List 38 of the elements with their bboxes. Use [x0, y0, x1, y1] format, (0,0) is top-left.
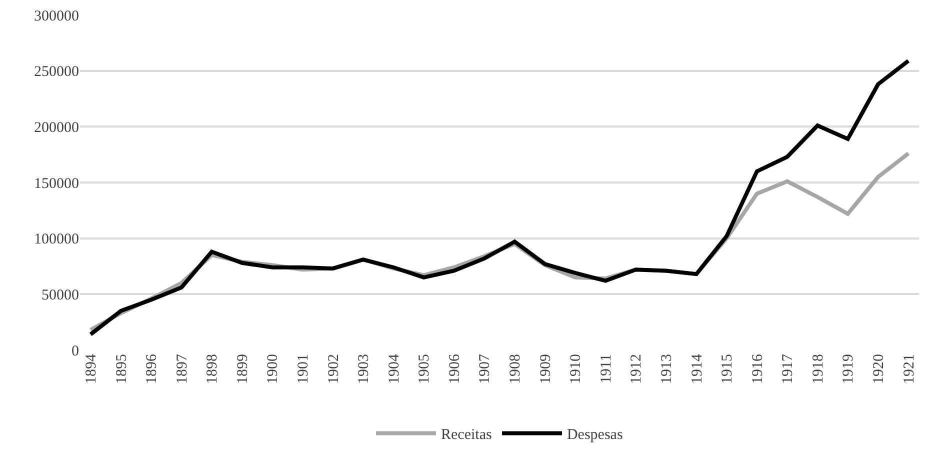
x-tick-label: 1908: [508, 354, 524, 384]
x-tick-label: 1914: [689, 354, 706, 384]
x-tick-label: 1911: [598, 354, 614, 384]
x-tick-label: 1915: [720, 354, 736, 384]
x-tick-label: 1895: [114, 354, 130, 384]
x-tick-label: 1913: [658, 354, 675, 384]
line-series: [88, 58, 910, 336]
legend-label: Despesas: [566, 427, 623, 444]
x-tick-label: 1901: [295, 354, 312, 384]
y-tick-label: 300000: [34, 8, 79, 24]
x-tick-label: 1921: [901, 354, 918, 384]
x-tick-label: 1906: [446, 354, 463, 384]
x-tick-label: 1900: [265, 354, 282, 384]
x-tick-label: 1907: [477, 354, 494, 384]
x-tick-label: 1902: [326, 354, 342, 384]
x-tick-label: 1898: [204, 354, 221, 384]
y-tick-label: 250000: [34, 64, 79, 80]
x-tick-label: 1912: [628, 354, 645, 384]
x-tick-label: 1918: [810, 354, 826, 384]
x-tick-label: 1905: [416, 354, 433, 384]
y-tick-label: 0: [72, 343, 79, 360]
x-tick-label: 1897: [174, 354, 190, 384]
y-tick-label: 100000: [34, 232, 79, 248]
x-tick-label: 1909: [538, 354, 554, 384]
y-tick-label: 50000: [42, 287, 79, 304]
legend-label: Receitas: [441, 427, 492, 444]
x-tick-label: 1896: [144, 354, 160, 384]
x-tick-label: 1904: [386, 354, 402, 384]
x-tick-label: 1917: [780, 354, 796, 384]
x-tick-label: 1903: [356, 354, 372, 384]
y-tick-label: 150000: [34, 176, 79, 192]
x-tick-label: 1920: [870, 354, 887, 384]
y-tick-label: 200000: [34, 120, 79, 136]
x-tick-label: 1894: [83, 354, 100, 384]
x-tick-label: 1910: [568, 354, 584, 384]
x-tick-label: 1899: [234, 354, 251, 384]
x-tick-label: 1916: [750, 354, 766, 384]
x-tick-label: 1919: [840, 354, 857, 384]
